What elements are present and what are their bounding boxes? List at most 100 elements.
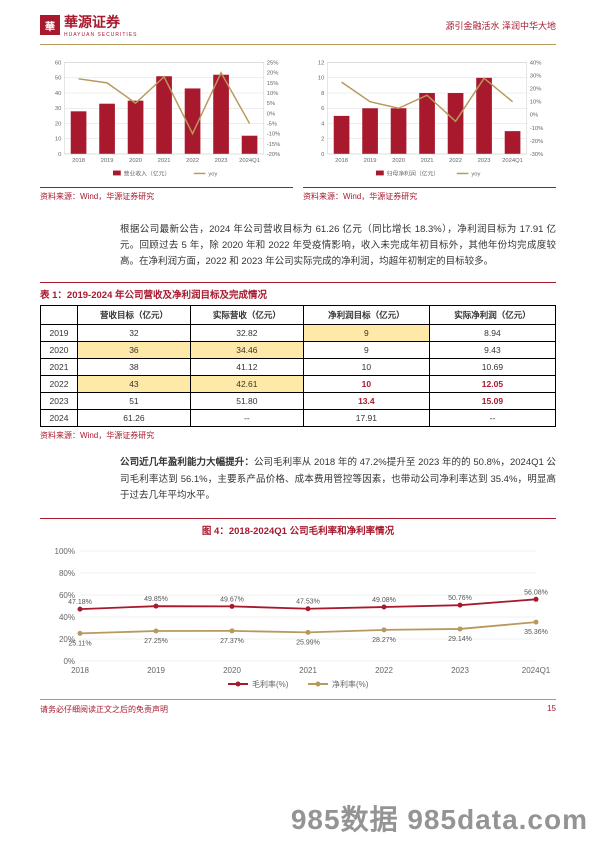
svg-text:40%: 40% bbox=[530, 60, 542, 66]
svg-text:50.76%: 50.76% bbox=[448, 595, 472, 602]
table-row: 20224342.611012.05 bbox=[41, 376, 556, 393]
svg-text:0%: 0% bbox=[267, 111, 275, 117]
margin-chart: 100%80%60%40%20%0%2018201920202021202220… bbox=[40, 541, 556, 693]
para2-lead: 公司近几年盈利能力大幅提升： bbox=[120, 457, 254, 468]
svg-text:25%: 25% bbox=[267, 60, 279, 66]
svg-text:15%: 15% bbox=[267, 81, 279, 87]
paragraph-1: 根据公司最新公告，2024 年公司营收目标为 61.26 亿元（同比增长 18.… bbox=[0, 208, 596, 276]
logo-text: 華源证券 bbox=[64, 14, 120, 30]
page-header: 華 華源证券 HUAYUAN SECURITIES 源引金融活水 泽润中华大地 bbox=[0, 0, 596, 42]
svg-text:2018: 2018 bbox=[335, 158, 348, 164]
svg-text:47.18%: 47.18% bbox=[68, 599, 92, 606]
logo-icon: 華 bbox=[40, 15, 60, 35]
svg-text:12: 12 bbox=[318, 60, 324, 66]
svg-text:归母净利润（亿元）: 归母净利润（亿元） bbox=[387, 169, 439, 177]
svg-text:49.85%: 49.85% bbox=[144, 596, 168, 603]
table-header bbox=[41, 306, 78, 325]
svg-text:-10%: -10% bbox=[267, 132, 281, 138]
svg-text:2021: 2021 bbox=[299, 666, 317, 675]
svg-text:20%: 20% bbox=[267, 71, 279, 77]
revenue-chart: 010203040506025%20%15%10%5%0%-5%-10%-15%… bbox=[40, 53, 293, 185]
svg-text:56.08%: 56.08% bbox=[524, 589, 548, 596]
paragraph-2: 公司近几年盈利能力大幅提升：公司毛利率从 2018 年的 47.2%提升至 20… bbox=[0, 441, 596, 509]
svg-text:40: 40 bbox=[55, 91, 62, 97]
svg-text:2020: 2020 bbox=[129, 158, 143, 164]
svg-text:80%: 80% bbox=[59, 569, 75, 578]
target-table: 营收目标（亿元）实际营收（亿元）净利润目标（亿元）实际净利润（亿元）201932… bbox=[40, 305, 556, 427]
svg-text:27.37%: 27.37% bbox=[220, 638, 244, 645]
svg-text:35.36%: 35.36% bbox=[524, 629, 548, 636]
svg-text:-15%: -15% bbox=[267, 142, 281, 148]
brand-logo: 華 華源证券 HUAYUAN SECURITIES bbox=[40, 12, 137, 38]
svg-text:yoy: yoy bbox=[208, 171, 217, 177]
top-charts-row: 010203040506025%20%15%10%5%0%-5%-10%-15%… bbox=[0, 53, 596, 185]
table-header: 实际营收（亿元） bbox=[190, 306, 303, 325]
svg-text:-20%: -20% bbox=[267, 152, 281, 158]
svg-text:10%: 10% bbox=[530, 100, 542, 106]
svg-text:40%: 40% bbox=[59, 613, 75, 622]
svg-text:27.25%: 27.25% bbox=[144, 638, 168, 645]
svg-text:0%: 0% bbox=[63, 657, 75, 666]
svg-text:-5%: -5% bbox=[267, 121, 277, 127]
svg-text:2024Q1: 2024Q1 bbox=[522, 666, 551, 675]
svg-text:5%: 5% bbox=[267, 101, 275, 107]
svg-text:25.11%: 25.11% bbox=[68, 640, 91, 647]
svg-text:25.99%: 25.99% bbox=[296, 639, 320, 646]
svg-text:yoy: yoy bbox=[471, 171, 480, 177]
svg-text:4: 4 bbox=[321, 121, 325, 127]
svg-text:28.27%: 28.27% bbox=[372, 637, 396, 644]
table-row: 20193232.8298.94 bbox=[41, 325, 556, 342]
table-source: 资料来源：Wind，华源证券研究 bbox=[40, 430, 556, 441]
table-title: 表 1：2019-2024 年公司营收及净利润目标及完成情况 bbox=[40, 282, 556, 301]
svg-text:毛利率(%): 毛利率(%) bbox=[252, 679, 289, 689]
svg-text:2024Q1: 2024Q1 bbox=[502, 158, 523, 164]
table-row: 20235151.8013.415.09 bbox=[41, 393, 556, 410]
svg-text:10%: 10% bbox=[267, 91, 279, 97]
svg-text:2020: 2020 bbox=[223, 666, 241, 675]
svg-text:2023: 2023 bbox=[215, 158, 228, 164]
svg-text:2018: 2018 bbox=[71, 666, 89, 675]
svg-text:50: 50 bbox=[55, 76, 62, 82]
svg-text:2022: 2022 bbox=[375, 666, 393, 675]
svg-text:净利率(%): 净利率(%) bbox=[332, 679, 369, 689]
svg-text:-20%: -20% bbox=[530, 139, 544, 145]
svg-text:2023: 2023 bbox=[451, 666, 469, 675]
table-row: 20213841.121010.69 bbox=[41, 359, 556, 376]
svg-text:-10%: -10% bbox=[530, 126, 544, 132]
footer-disclaimer: 请务必仔细阅读正文之后的免责声明 bbox=[40, 704, 168, 715]
header-rule bbox=[40, 44, 556, 45]
svg-text:2024Q1: 2024Q1 bbox=[239, 158, 260, 164]
svg-text:8: 8 bbox=[321, 91, 324, 97]
svg-text:2019: 2019 bbox=[364, 158, 377, 164]
table-header: 营收目标（亿元） bbox=[77, 306, 190, 325]
chart-sources: 资料来源：Wind，华源证券研究 资料来源：Wind，华源证券研究 bbox=[0, 185, 596, 208]
svg-text:49.67%: 49.67% bbox=[220, 596, 244, 603]
svg-text:2021: 2021 bbox=[158, 158, 171, 164]
svg-text:0: 0 bbox=[58, 152, 62, 158]
svg-text:2022: 2022 bbox=[186, 158, 199, 164]
svg-text:30%: 30% bbox=[530, 74, 542, 80]
svg-text:2020: 2020 bbox=[392, 158, 406, 164]
header-slogan: 源引金融活水 泽润中华大地 bbox=[445, 19, 556, 32]
table-row: 202461.26--17.91-- bbox=[41, 410, 556, 427]
svg-text:0: 0 bbox=[321, 152, 325, 158]
svg-text:49.08%: 49.08% bbox=[372, 597, 396, 604]
svg-text:0%: 0% bbox=[530, 113, 538, 119]
svg-text:2019: 2019 bbox=[147, 666, 165, 675]
svg-text:6: 6 bbox=[321, 106, 324, 112]
page-footer: 请务必仔细阅读正文之后的免责声明 15 bbox=[0, 700, 596, 719]
line-chart-title: 图 4：2018-2024Q1 公司毛利率和净利率情况 bbox=[40, 518, 556, 537]
svg-text:-30%: -30% bbox=[530, 152, 544, 158]
svg-text:2: 2 bbox=[321, 137, 324, 143]
svg-text:营业收入（亿元）: 营业收入（亿元） bbox=[124, 169, 171, 177]
svg-text:2023: 2023 bbox=[478, 158, 491, 164]
svg-text:10: 10 bbox=[55, 137, 62, 143]
svg-text:60: 60 bbox=[55, 60, 62, 66]
svg-text:2019: 2019 bbox=[101, 158, 114, 164]
svg-text:10: 10 bbox=[318, 76, 325, 82]
svg-text:100%: 100% bbox=[55, 547, 75, 556]
svg-text:2018: 2018 bbox=[72, 158, 85, 164]
watermark: 985数据 985data.com bbox=[291, 798, 588, 838]
profit-chart: 02468101240%30%20%10%0%-10%-20%-30%20182… bbox=[303, 53, 556, 185]
table-row: 20203634.4699.43 bbox=[41, 342, 556, 359]
